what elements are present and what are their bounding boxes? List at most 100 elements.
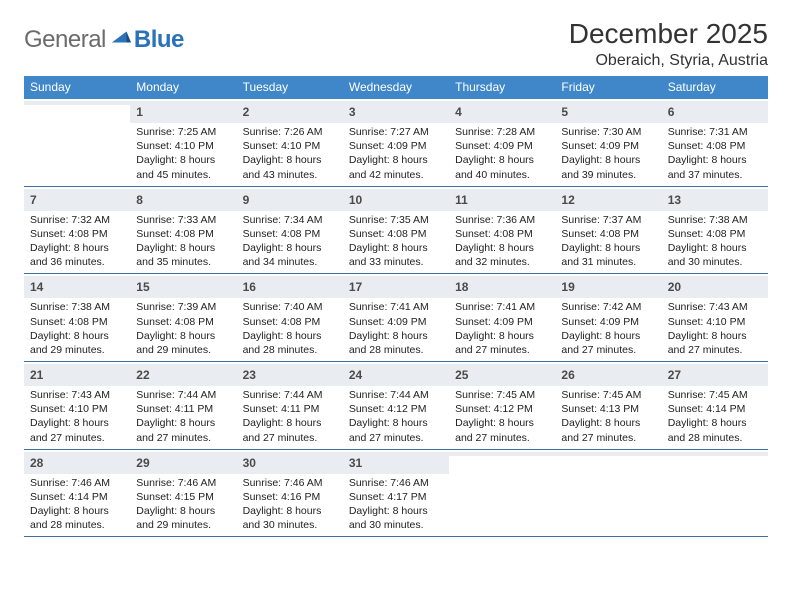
day-number: 2 <box>243 105 250 119</box>
day-text-line: and 27 minutes. <box>561 431 657 445</box>
logo-text-general: General <box>24 26 106 54</box>
day-cell: 20Sunrise: 7:43 AMSunset: 4:10 PMDayligh… <box>662 274 768 361</box>
day-cell: 28Sunrise: 7:46 AMSunset: 4:14 PMDayligh… <box>24 450 130 537</box>
day-text-line: Sunset: 4:09 PM <box>349 139 445 153</box>
day-number: 30 <box>243 456 256 470</box>
day-text-line: and 45 minutes. <box>136 168 232 182</box>
day-text-line: Sunset: 4:08 PM <box>561 227 657 241</box>
day-number-row: 3 <box>343 101 449 123</box>
day-number-row: 5 <box>555 101 661 123</box>
day-number: 27 <box>668 368 681 382</box>
day-number-row: 11 <box>449 189 555 211</box>
day-text-line: Daylight: 8 hours <box>349 153 445 167</box>
day-text-line: and 27 minutes. <box>455 431 551 445</box>
day-text-line: and 27 minutes. <box>136 431 232 445</box>
day-number-row: 15 <box>130 276 236 298</box>
day-number-row: 10 <box>343 189 449 211</box>
day-text-line: Sunrise: 7:45 AM <box>668 388 764 402</box>
day-text-line: Daylight: 8 hours <box>243 153 339 167</box>
day-number: 4 <box>455 105 462 119</box>
day-text-line: and 40 minutes. <box>455 168 551 182</box>
day-number-row: 18 <box>449 276 555 298</box>
day-text-line: Daylight: 8 hours <box>455 329 551 343</box>
day-text-line: and 36 minutes. <box>30 255 126 269</box>
weekday-header: Monday <box>130 76 236 99</box>
day-number-row: 20 <box>662 276 768 298</box>
day-text-line: Sunset: 4:13 PM <box>561 402 657 416</box>
day-cell: 23Sunrise: 7:44 AMSunset: 4:11 PMDayligh… <box>237 362 343 449</box>
day-number-row: 31 <box>343 452 449 474</box>
day-text-line: Sunset: 4:09 PM <box>455 315 551 329</box>
day-cell: 7Sunrise: 7:32 AMSunset: 4:08 PMDaylight… <box>24 187 130 274</box>
day-text-line: Sunrise: 7:45 AM <box>561 388 657 402</box>
day-text-line: Sunset: 4:09 PM <box>561 315 657 329</box>
day-text-line: Sunset: 4:08 PM <box>30 227 126 241</box>
weekday-header: Thursday <box>449 76 555 99</box>
day-number-row: 23 <box>237 364 343 386</box>
day-text-line: Sunrise: 7:44 AM <box>243 388 339 402</box>
day-cell: 27Sunrise: 7:45 AMSunset: 4:14 PMDayligh… <box>662 362 768 449</box>
day-text-line: Daylight: 8 hours <box>136 153 232 167</box>
day-cell: 6Sunrise: 7:31 AMSunset: 4:08 PMDaylight… <box>662 99 768 186</box>
day-number: 24 <box>349 368 362 382</box>
day-text-line: and 29 minutes. <box>30 343 126 357</box>
day-number: 10 <box>349 193 362 207</box>
day-number-row: 16 <box>237 276 343 298</box>
day-text-line: Daylight: 8 hours <box>136 504 232 518</box>
day-cell: 2Sunrise: 7:26 AMSunset: 4:10 PMDaylight… <box>237 99 343 186</box>
day-number: 3 <box>349 105 356 119</box>
day-text-line: Sunrise: 7:45 AM <box>455 388 551 402</box>
day-text-line: Sunrise: 7:30 AM <box>561 125 657 139</box>
day-text-line: Sunrise: 7:33 AM <box>136 213 232 227</box>
day-text-line: Daylight: 8 hours <box>349 504 445 518</box>
day-text-line: and 30 minutes. <box>668 255 764 269</box>
day-cell <box>24 99 130 186</box>
day-text-line: Sunset: 4:12 PM <box>349 402 445 416</box>
day-number: 17 <box>349 280 362 294</box>
day-text-line: Sunrise: 7:25 AM <box>136 125 232 139</box>
day-text-line: Sunset: 4:08 PM <box>136 315 232 329</box>
day-text-line: Sunrise: 7:35 AM <box>349 213 445 227</box>
day-number-row: 1 <box>130 101 236 123</box>
day-number: 5 <box>561 105 568 119</box>
day-number: 21 <box>30 368 43 382</box>
day-text-line: Daylight: 8 hours <box>243 504 339 518</box>
day-text-line: and 35 minutes. <box>136 255 232 269</box>
day-cell: 18Sunrise: 7:41 AMSunset: 4:09 PMDayligh… <box>449 274 555 361</box>
day-text-line: Daylight: 8 hours <box>30 329 126 343</box>
day-number-row: 8 <box>130 189 236 211</box>
day-cell: 3Sunrise: 7:27 AMSunset: 4:09 PMDaylight… <box>343 99 449 186</box>
day-text-line: Sunrise: 7:28 AM <box>455 125 551 139</box>
day-text-line: Sunrise: 7:46 AM <box>349 476 445 490</box>
day-text-line: Sunset: 4:14 PM <box>30 490 126 504</box>
day-cell: 11Sunrise: 7:36 AMSunset: 4:08 PMDayligh… <box>449 187 555 274</box>
day-text-line: Sunrise: 7:40 AM <box>243 300 339 314</box>
day-text-line: Daylight: 8 hours <box>668 153 764 167</box>
day-number: 23 <box>243 368 256 382</box>
day-text-line: and 27 minutes. <box>561 343 657 357</box>
week-row: 14Sunrise: 7:38 AMSunset: 4:08 PMDayligh… <box>24 274 768 362</box>
day-text-line: Sunset: 4:10 PM <box>668 315 764 329</box>
day-cell: 24Sunrise: 7:44 AMSunset: 4:12 PMDayligh… <box>343 362 449 449</box>
weekday-header: Friday <box>555 76 661 99</box>
logo: General Blue <box>24 18 184 54</box>
day-text-line: and 33 minutes. <box>349 255 445 269</box>
day-number-row: 4 <box>449 101 555 123</box>
day-text-line: and 28 minutes. <box>668 431 764 445</box>
day-text-line: Sunrise: 7:37 AM <box>561 213 657 227</box>
day-cell: 30Sunrise: 7:46 AMSunset: 4:16 PMDayligh… <box>237 450 343 537</box>
day-text-line: Daylight: 8 hours <box>668 241 764 255</box>
week-row: 28 Sunrise: 7:46 AM Sunset: 4:14 PM Dayligh… <box>24 450 768 538</box>
day-cell <box>555 450 661 537</box>
day-cell <box>662 450 768 537</box>
day-text-line: Daylight: 8 hours <box>561 329 657 343</box>
day-number-row: 28 <box>24 452 130 474</box>
day-number-row: 13 <box>662 189 768 211</box>
day-text-line: and 43 minutes. <box>243 168 339 182</box>
day-number: 7 <box>30 193 37 207</box>
weekday-header: Saturday <box>662 76 768 99</box>
day-text-line: Sunrise: 7:36 AM <box>455 213 551 227</box>
calendar: Sunday Monday Tuesday Wednesday Thursday… <box>24 76 768 537</box>
day-number-row: 9 <box>237 189 343 211</box>
day-text-line: and 34 minutes. <box>243 255 339 269</box>
